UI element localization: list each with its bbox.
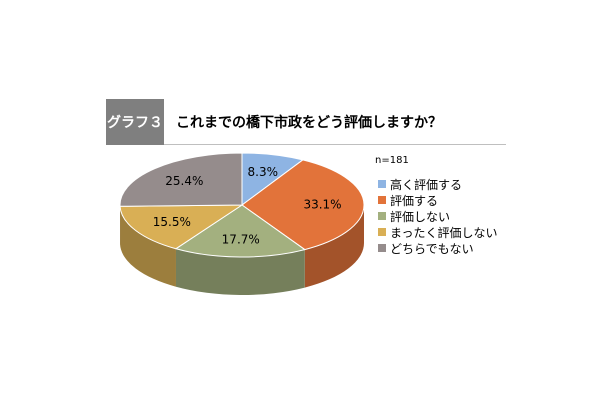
legend-swatch (378, 180, 386, 188)
pie-slice (119, 204, 244, 250)
slice-value-label: 8.3% (248, 165, 279, 179)
sample-size: n=181 (375, 155, 409, 166)
pie-slice (174, 204, 306, 258)
chart-legend: 高く評価する 評価する 評価しない まったく評価しない どちらでもない (378, 176, 498, 256)
legend-item: 評価しない (378, 208, 498, 224)
legend-item: どちらでもない (378, 240, 498, 256)
legend-item: まったく評価しない (378, 224, 498, 240)
slice-value-label: 33.1% (303, 198, 341, 212)
legend-swatch (378, 212, 386, 220)
legend-label: 評価する (390, 193, 439, 208)
chart-header: グラフ３ これまでの橋下市政をどう評価しますか？ (106, 99, 506, 145)
pie-slice-side (175, 248, 305, 296)
legend-label: まったく評価しない (390, 225, 498, 240)
slice-value-label: 15.5% (153, 215, 191, 229)
legend-swatch (378, 244, 386, 252)
pie-slice (241, 159, 365, 251)
legend-swatch (378, 196, 386, 204)
pie-slice (119, 152, 243, 207)
legend-item: 評価する (378, 192, 498, 208)
graph-number-badge: グラフ３ (106, 99, 164, 145)
legend-item: 高く評価する (378, 176, 498, 192)
pie-slice-side (120, 206, 176, 287)
legend-label: 高く評価する (390, 177, 463, 192)
legend-label: どちらでもない (390, 241, 474, 256)
pie-slice-side (304, 205, 364, 288)
chart-title: これまでの橋下市政をどう評価しますか？ (176, 115, 442, 131)
slice-value-label: 17.7% (222, 232, 260, 246)
legend-label: 評価しない (390, 209, 451, 224)
header-divider (164, 144, 506, 145)
slice-value-label: 25.4% (165, 174, 203, 188)
legend-swatch (378, 228, 386, 236)
